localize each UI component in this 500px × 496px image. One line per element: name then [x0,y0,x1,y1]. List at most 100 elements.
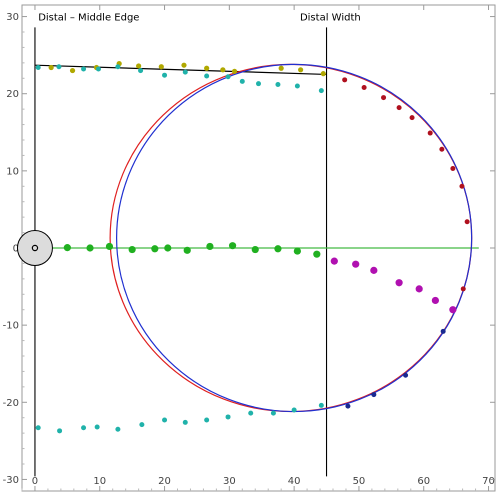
data-point-series-1 [182,69,188,75]
y-tick-label: 0 [13,244,19,255]
data-point-series-3 [251,245,259,254]
data-point-series-2 [450,166,456,172]
data-point-series-0 [298,67,304,73]
data-point-series-3 [151,245,159,253]
x-tick-label: 0 [32,476,38,487]
data-point-series-1 [35,64,41,70]
data-point-series-1 [275,81,281,87]
data-point-series-3 [313,250,321,258]
data-point-series-1 [57,428,63,434]
x-tick-label: 40 [288,476,301,487]
data-point-series-0 [136,63,142,69]
x-tick-label: 70 [482,476,495,487]
data-point-series-4 [395,279,403,287]
data-point-series-1 [291,407,297,413]
data-point-series-1 [182,419,188,425]
data-point-series-1 [81,66,87,72]
data-point-series-0 [204,65,210,71]
data-point-series-1 [35,425,41,431]
y-tick-label: -10 [3,321,19,332]
y-tick-label: 20 [6,89,19,100]
data-point-series-3 [183,246,191,254]
data-point-series-2 [342,77,348,83]
data-point-series-5 [371,392,377,398]
data-point-series-2 [409,115,415,121]
data-point-series-1 [139,422,145,428]
data-point-series-1 [318,402,324,408]
data-point-series-1 [115,426,121,432]
data-point-series-3 [274,245,282,253]
data-point-series-1 [138,68,144,74]
data-point-series-3 [228,242,237,250]
data-point-series-1 [270,410,276,416]
annotation-distal-middle-edge: Distal – Middle Edge [38,12,139,23]
data-point-series-0 [69,67,76,74]
x-tick-label: 30 [223,476,236,487]
data-point-series-1 [162,72,168,78]
data-point-series-2 [439,146,445,152]
blue-fit-ellipse [116,63,473,413]
data-point-series-5 [345,403,351,409]
annotation-distal-width: Distal Width [300,12,361,23]
data-point-series-1 [204,73,210,79]
data-point-series-2 [459,183,465,189]
annotations: Distal – Middle Edge Distal Width [38,12,361,23]
axis-ticks: 0 10 20 30 40 50 60 70 -30 -20 -10 0 10 20 30 [3,5,495,491]
data-point-series-2 [464,219,470,225]
data-point-series-1 [294,83,300,89]
data-point-series-1 [81,425,87,431]
data-point-series-4 [415,285,423,293]
data-point-series-0 [181,62,187,68]
fit-ellipses [16,63,473,413]
data-point-series-3 [86,244,94,252]
y-tick-label: 10 [6,166,19,177]
data-point-series-1 [115,64,121,70]
data-point-series-1 [256,81,261,87]
red-fit-ellipse [109,63,473,413]
data-point-series-4 [330,257,338,265]
data-point-series-4 [431,296,439,305]
data-point-series-1 [225,414,231,420]
data-point-series-3 [293,247,301,255]
data-point-series-3 [206,242,214,251]
origin-dot [31,244,39,252]
data-point-series-0 [48,64,54,71]
x-tick-label: 20 [158,476,171,487]
data-point-series-3 [164,244,172,252]
data-point-series-3 [128,245,136,254]
data-point-series-4 [370,266,378,274]
data-point-series-0 [158,64,164,70]
data-point-series-1 [225,74,231,80]
data-point-series-3 [63,244,71,252]
data-point-series-1 [162,417,168,423]
data-point-series-4 [352,260,360,268]
data-point-series-2 [427,130,433,136]
y-tick-label: 30 [6,12,19,23]
data-point-series-1 [95,66,101,72]
data-point-series-0 [278,65,284,71]
data-point-series-1 [318,88,324,94]
data-point-series-1 [204,417,210,423]
data-point-series-0 [231,68,238,74]
origin-marker [16,230,53,266]
data-point-series-5 [403,372,409,378]
x-tick-label: 60 [417,476,430,487]
x-tick-label: 50 [353,476,366,487]
data-points [35,61,470,434]
x-tick-label: 10 [93,476,106,487]
data-point-series-1 [56,64,62,70]
data-point-series-1 [248,410,254,416]
data-point-series-4 [449,306,457,314]
data-point-series-1 [239,78,245,84]
data-point-series-2 [361,85,367,91]
data-point-series-2 [381,95,387,101]
data-point-series-1 [94,424,100,430]
data-point-series-5 [440,328,446,334]
y-tick-label: -30 [3,475,19,486]
data-point-series-2 [460,286,466,292]
data-point-series-2 [396,105,402,111]
data-point-series-0 [320,71,326,77]
data-point-series-3 [105,242,114,251]
data-point-series-0 [220,67,226,73]
